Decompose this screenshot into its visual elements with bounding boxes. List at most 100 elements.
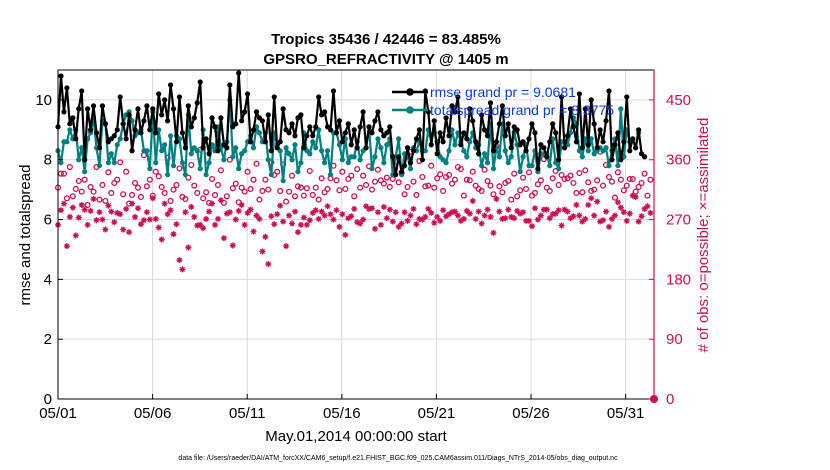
rmse-point (85, 106, 91, 112)
rmse-point (396, 154, 402, 160)
totalspread-point (153, 160, 159, 166)
obs-assimilated-point (120, 226, 127, 233)
rmse-point (298, 112, 304, 118)
obs-assimilated-point (185, 244, 192, 251)
rmse-point (407, 160, 414, 166)
obs-assimilated-point (383, 215, 390, 222)
obs-assimilated-point (410, 205, 417, 212)
obs-assimilated-point (265, 261, 272, 268)
footer-data-file: data file: /Users/raeder/DAI/ATM_forcXX/… (178, 455, 618, 462)
obs-possible-point (614, 169, 621, 176)
obs-possible-point (262, 176, 269, 183)
obs-assimilated-point (262, 233, 269, 240)
totalspread-point (327, 172, 334, 178)
totalspread-point (351, 154, 357, 160)
rmse-point (147, 127, 153, 133)
obs-possible-point (508, 196, 515, 203)
rmse-point (576, 91, 582, 97)
rmse-point (520, 139, 526, 145)
obs-possible-point (78, 188, 85, 195)
obs-possible-point (422, 183, 429, 190)
obs-assimilated-point (392, 209, 399, 216)
obs-assimilated-point (348, 213, 355, 220)
obs-possible-point (117, 159, 124, 166)
obs-possible-point (102, 197, 109, 204)
obs-assimilated-point (481, 212, 488, 219)
obs-possible-point (57, 170, 65, 177)
obs-possible-point (312, 184, 319, 191)
obs-assimilated-point (398, 220, 405, 227)
rmse-point (348, 142, 354, 148)
rmse-point (461, 130, 467, 136)
obs-assimilated-point (126, 229, 133, 236)
rmse-point (247, 139, 254, 145)
rmse-point (573, 139, 580, 145)
rmse-point (242, 109, 248, 115)
rmse-point (529, 121, 535, 127)
rmse-point (636, 127, 642, 133)
obs-possible-point (623, 182, 630, 189)
obs-possible-point (123, 168, 130, 175)
obs-possible-point (191, 182, 198, 189)
obs-assimilated-point (549, 211, 556, 218)
totalspread-point (111, 160, 117, 166)
rmse-point (194, 100, 200, 106)
obs-possible-point (336, 187, 343, 194)
x-tick-label: 05/06 (134, 405, 172, 422)
rmse-point (316, 94, 322, 100)
obs-assimilated-point (478, 220, 485, 227)
totalspread-point (505, 160, 511, 166)
legend-spread-label: totalspread grand pr = 8.3775 (430, 102, 614, 118)
obs-possible-point (576, 169, 583, 177)
obs-possible-point (131, 179, 139, 187)
rmse-point (153, 130, 159, 136)
totalspread-point (147, 166, 153, 172)
rmse-point (390, 154, 396, 160)
obs-possible-point (531, 189, 538, 197)
y-right-tick-label: 0 (666, 391, 674, 408)
rmse-point (594, 145, 600, 151)
obs-possible-point (345, 175, 352, 183)
obs-assimilated-point (582, 215, 589, 222)
rmse-point (274, 145, 280, 151)
x-tick-label: 05/01 (39, 405, 77, 422)
obs-assimilated-point (84, 221, 91, 228)
totalspread-point (179, 160, 186, 166)
totalspread-point (165, 172, 171, 178)
rmse-point (289, 121, 295, 127)
obs-assimilated-point (60, 200, 67, 207)
rmse-point (624, 94, 630, 100)
rmse-point (366, 124, 372, 130)
obs-assimilated-point (327, 211, 334, 218)
rmse-point (265, 112, 271, 118)
plot-frame (57, 69, 655, 400)
obs-assimilated-point (588, 195, 595, 202)
obs-assimilated-point (546, 215, 553, 222)
rmse-point (401, 163, 408, 169)
obs-possible-point (176, 165, 183, 172)
rmse-point (336, 118, 343, 124)
rmse-point (416, 127, 423, 133)
obs-assimilated-point (351, 205, 358, 212)
series-layer (54, 70, 658, 403)
obs-assimilated-point (143, 209, 150, 216)
obs-possible-point (315, 196, 322, 203)
obs-possible-point (466, 177, 473, 184)
obs-possible-point (440, 187, 447, 195)
obs-assimilated-point (342, 231, 349, 238)
totalspread-point (221, 157, 227, 163)
obs-possible-point (286, 188, 293, 195)
obs-assimilated-point (505, 206, 512, 213)
obs-possible-point (146, 176, 153, 183)
rmse-point (253, 109, 260, 115)
obs-possible-point (389, 175, 396, 183)
rmse-point (200, 145, 206, 151)
obs-possible-point (632, 188, 639, 195)
obs-possible-point (611, 194, 618, 201)
obs-assimilated-point (564, 208, 571, 215)
rmse-point (322, 109, 328, 115)
rmse-point (64, 85, 70, 91)
obs-assimilated-point (321, 212, 328, 219)
obs-assimilated-point (300, 214, 307, 221)
rmse-point (179, 130, 186, 136)
